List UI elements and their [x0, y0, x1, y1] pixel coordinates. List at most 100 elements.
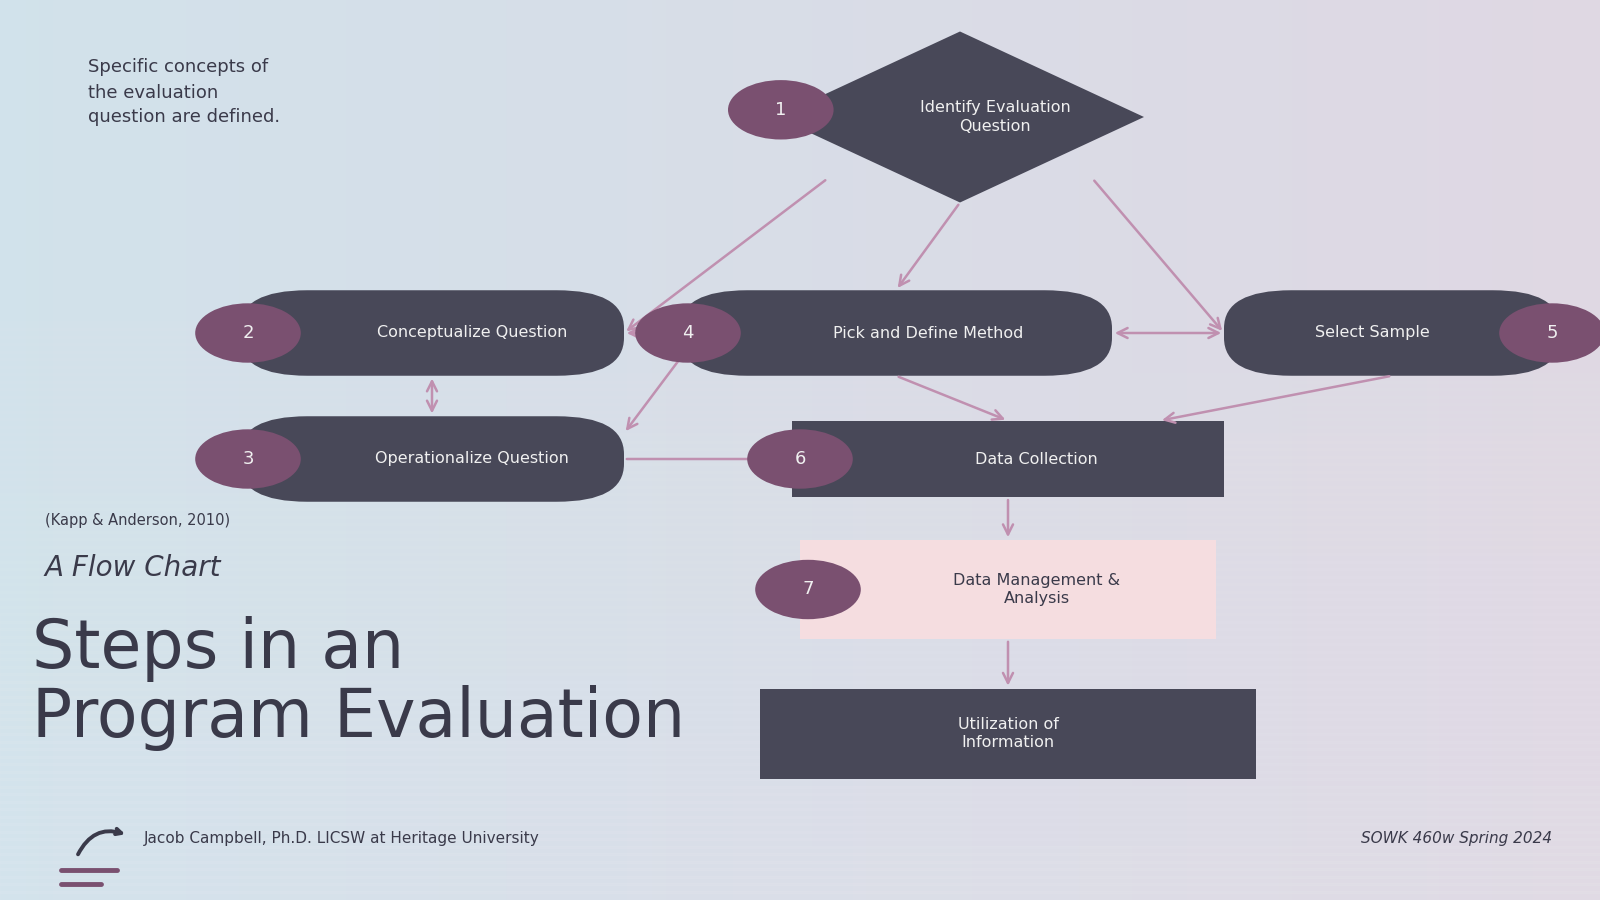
Bar — [0, 275, 1600, 285]
Bar — [720, 0, 736, 900]
Bar — [0, 711, 1600, 720]
Bar — [0, 493, 1600, 502]
Bar — [0, 846, 1600, 855]
Text: Conceptualize Question: Conceptualize Question — [378, 326, 566, 340]
Text: (Kapp & Anderson, 2010): (Kapp & Anderson, 2010) — [45, 513, 230, 528]
Bar — [267, 0, 283, 900]
Bar — [0, 734, 1600, 742]
Text: Utilization of
Information: Utilization of Information — [957, 716, 1059, 751]
Text: Operationalize Question: Operationalize Question — [374, 452, 570, 466]
Bar — [0, 73, 1600, 83]
Bar — [0, 464, 1600, 472]
Text: 7: 7 — [802, 580, 814, 598]
Bar — [0, 313, 1600, 322]
Bar — [0, 81, 1600, 90]
Bar — [0, 538, 1600, 547]
Bar — [1453, 0, 1470, 900]
Bar — [347, 0, 363, 900]
Bar — [893, 0, 910, 900]
Bar — [0, 561, 1600, 570]
Bar — [0, 576, 1600, 585]
Bar — [307, 0, 323, 900]
Bar — [453, 0, 470, 900]
Bar — [0, 718, 1600, 727]
FancyBboxPatch shape — [680, 290, 1112, 376]
Bar — [1213, 0, 1230, 900]
Bar — [107, 0, 123, 900]
Bar — [1467, 0, 1483, 900]
Bar — [0, 831, 1600, 840]
Bar — [1520, 0, 1536, 900]
Bar — [0, 815, 1600, 825]
Bar — [400, 0, 416, 900]
Bar — [0, 410, 1600, 420]
Circle shape — [747, 429, 853, 489]
Bar — [0, 0, 1600, 7]
Bar — [0, 590, 1600, 600]
Bar — [0, 111, 1600, 120]
Bar — [0, 688, 1600, 698]
Bar — [0, 621, 1600, 630]
Bar — [0, 606, 1600, 615]
Bar — [1133, 0, 1150, 900]
Bar — [0, 261, 1600, 270]
Bar — [387, 0, 403, 900]
Bar — [0, 66, 1600, 75]
Bar — [1387, 0, 1403, 900]
Bar — [0, 651, 1600, 660]
Bar — [0, 126, 1600, 135]
FancyBboxPatch shape — [1224, 290, 1560, 376]
Bar — [0, 500, 1600, 510]
Bar — [0, 725, 1600, 735]
Bar — [0, 43, 1600, 52]
Bar — [760, 0, 776, 900]
Bar — [0, 883, 1600, 893]
Text: Data Management &
Analysis: Data Management & Analysis — [954, 572, 1120, 607]
Polygon shape — [776, 32, 1144, 202]
Bar — [1027, 0, 1043, 900]
Text: 3: 3 — [242, 450, 254, 468]
Bar — [613, 0, 630, 900]
Bar — [1400, 0, 1416, 900]
Bar — [0, 320, 1600, 330]
Bar — [0, 486, 1600, 495]
Bar — [0, 666, 1600, 675]
Text: 6: 6 — [794, 450, 806, 468]
Bar — [0, 455, 1600, 465]
Bar — [0, 178, 1600, 187]
Bar — [0, 891, 1600, 900]
Bar — [1533, 0, 1550, 900]
Bar — [640, 0, 656, 900]
Bar — [1280, 0, 1296, 900]
Bar — [40, 0, 56, 900]
Bar — [1067, 0, 1083, 900]
Bar — [0, 328, 1600, 338]
Bar — [0, 876, 1600, 885]
Bar — [1120, 0, 1136, 900]
Text: 5: 5 — [1546, 324, 1558, 342]
Circle shape — [195, 303, 301, 363]
Bar — [907, 0, 923, 900]
Bar — [0, 523, 1600, 533]
Bar — [1227, 0, 1243, 900]
FancyBboxPatch shape — [240, 416, 624, 502]
Bar — [240, 0, 256, 900]
Bar — [0, 680, 1600, 690]
Bar — [0, 763, 1600, 772]
Bar — [707, 0, 723, 900]
Bar — [0, 291, 1600, 300]
Text: 2: 2 — [242, 324, 254, 342]
Circle shape — [755, 560, 861, 619]
Bar — [787, 0, 803, 900]
Bar — [653, 0, 670, 900]
Text: Identify Evaluation
Question: Identify Evaluation Question — [920, 100, 1070, 134]
Bar — [680, 0, 696, 900]
Bar — [493, 0, 510, 900]
Bar — [0, 148, 1600, 157]
Bar — [0, 343, 1600, 353]
Circle shape — [1499, 303, 1600, 363]
Bar — [1267, 0, 1283, 900]
Bar — [1053, 0, 1070, 900]
Bar — [0, 50, 1600, 60]
Bar — [0, 516, 1600, 525]
